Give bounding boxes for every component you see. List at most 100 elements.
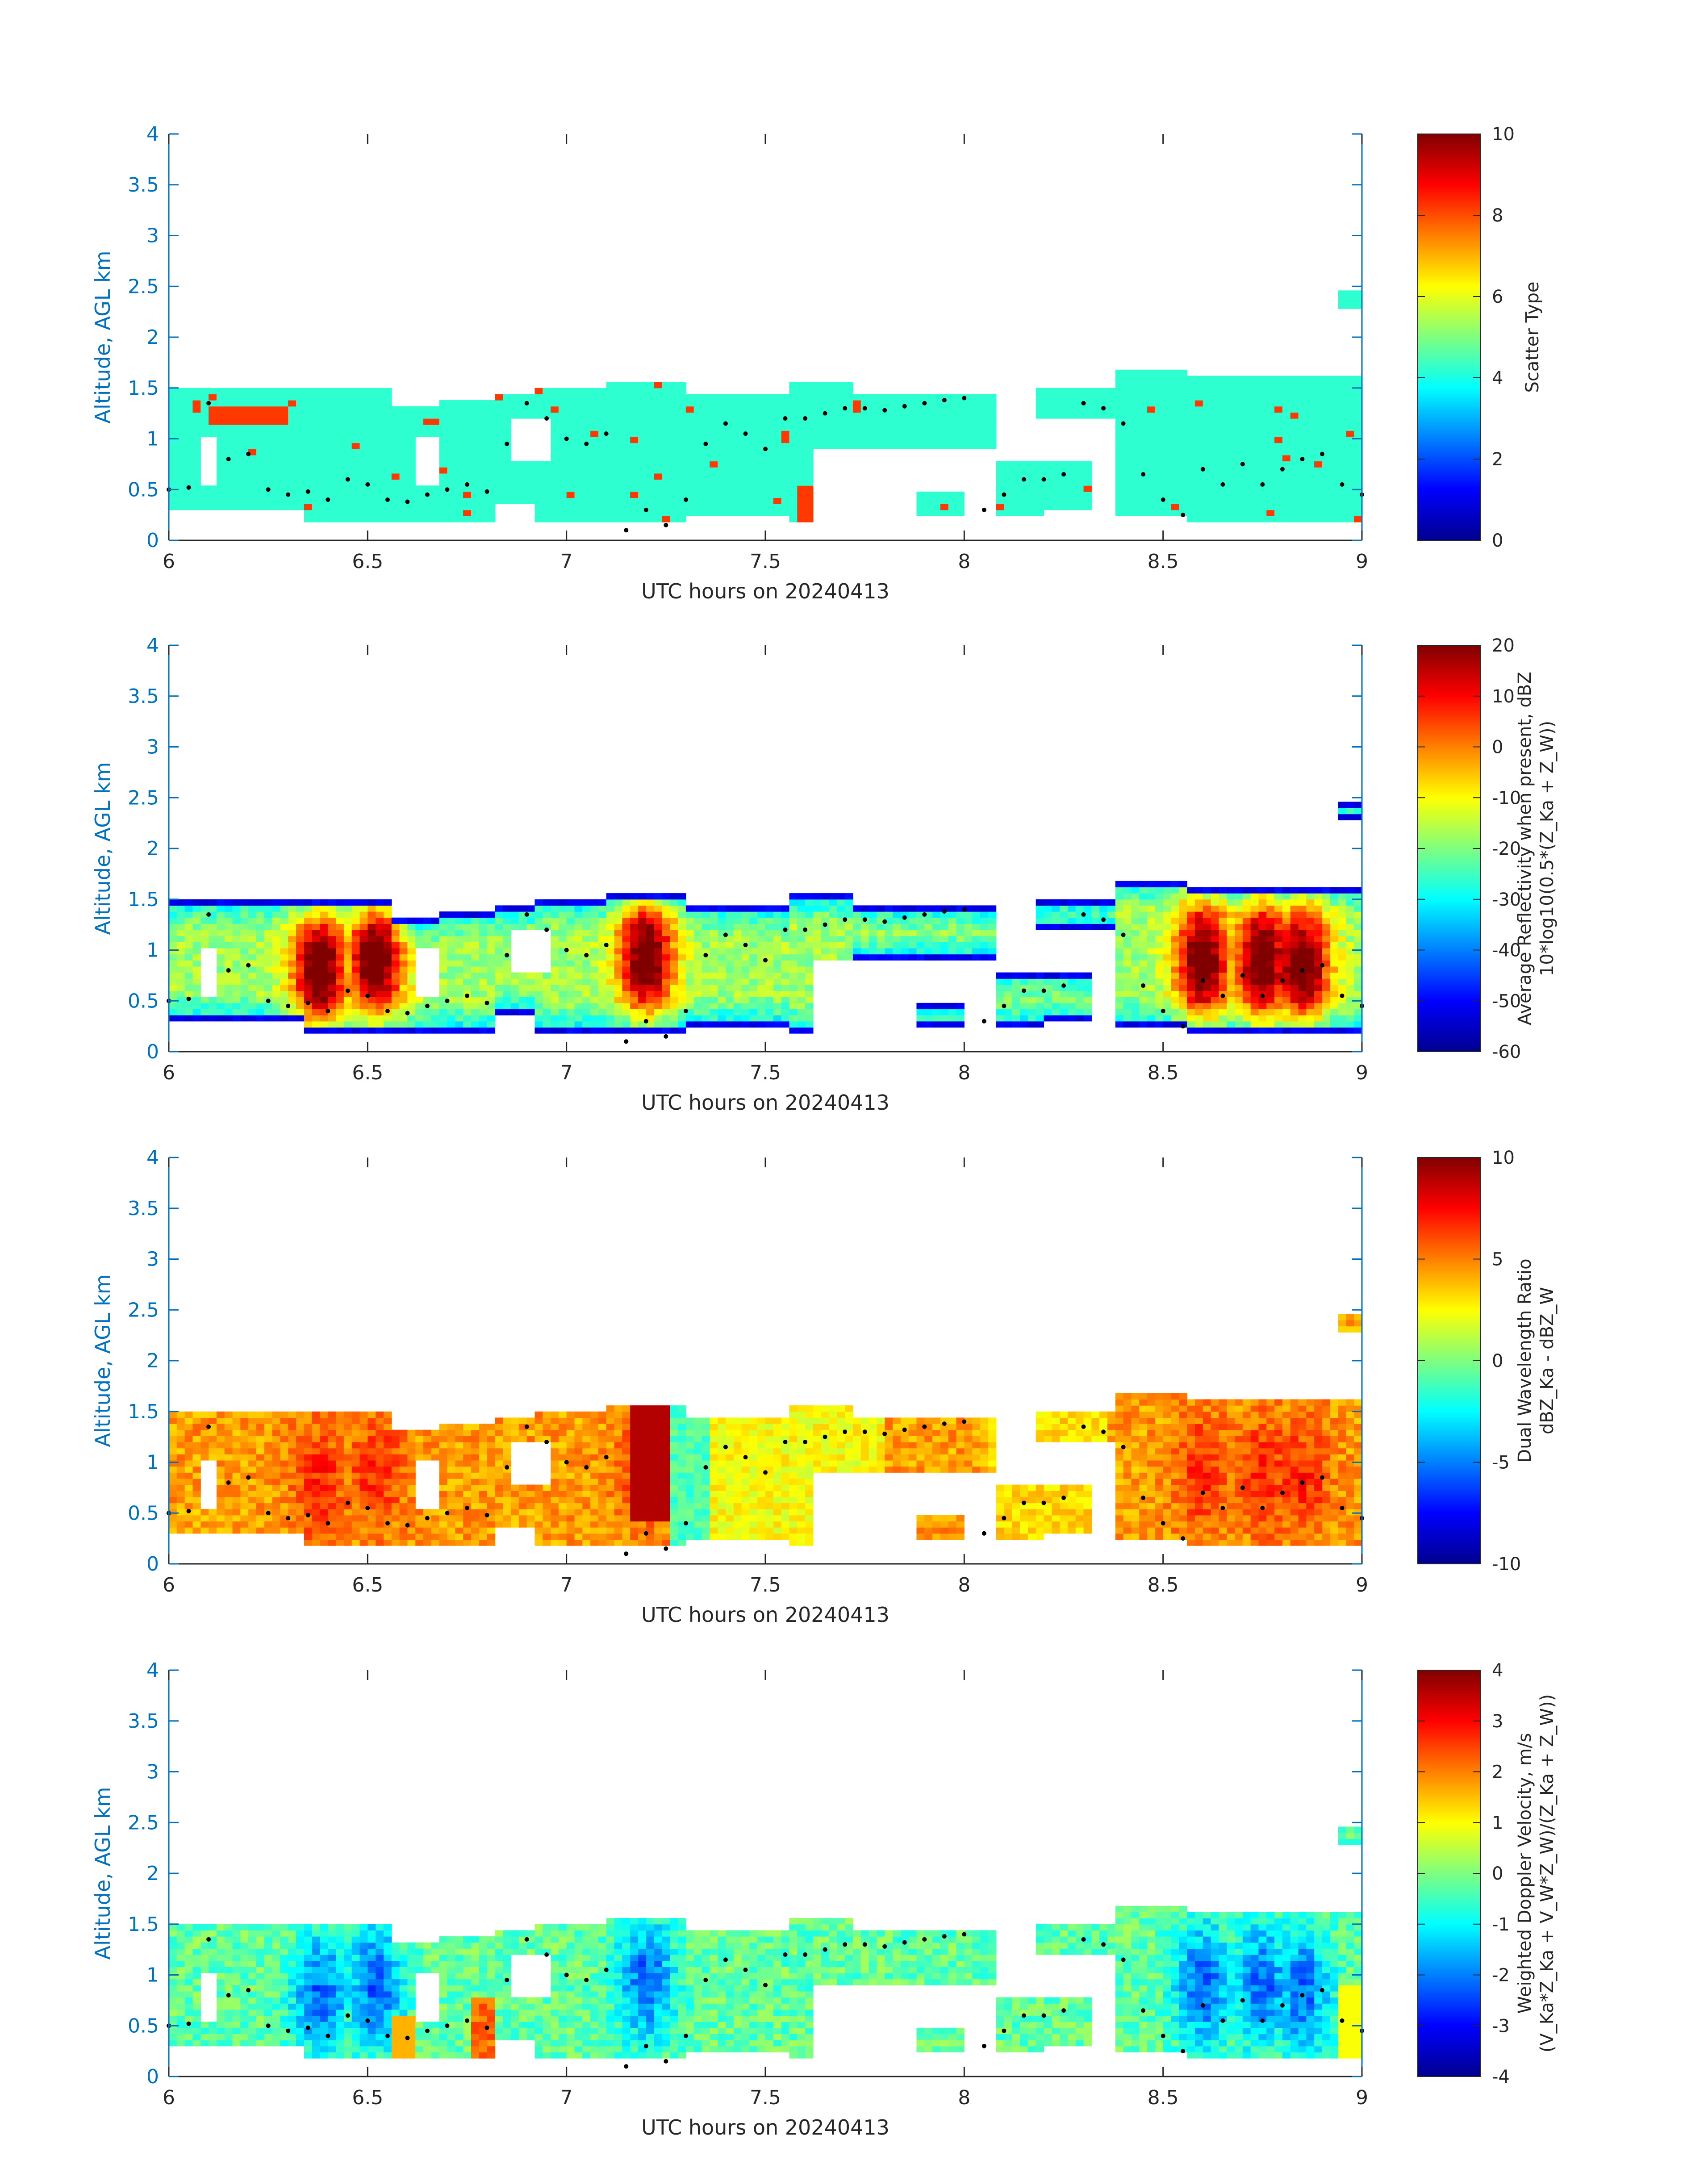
heatmap-cell-1052 [606,497,615,504]
heatmap-cell-1427 [741,461,750,468]
heatmap-cell-760 [479,491,488,498]
heatmap-cell-723 [463,473,472,480]
x-tick-label-6: 9 [1356,550,1368,573]
heatmap-cell-1613 [813,923,822,930]
heatmap-cell-1859 [1004,1015,1012,1022]
heatmap-cell-978 [574,923,583,930]
heatmap-cell-2600 [1306,376,1315,382]
heatmap-cell-1569 [797,984,806,991]
heatmap-cell-1270 [678,942,686,949]
heatmap-cell-1863 [1004,479,1012,486]
heatmap-cell-332 [304,467,313,474]
heatmap-cell-2554 [1298,510,1307,516]
heatmap-cell-2367 [1234,479,1243,486]
heatmap-cell-1474 [757,930,766,936]
heatmap-cell-2432 [1250,376,1259,382]
heatmap-cell-1997 [1107,917,1116,924]
heatmap-cell-1508 [773,966,782,973]
heatmap-cell-961 [574,1027,583,1034]
heatmap-cell-685 [447,972,455,979]
heatmap-cell-958 [566,911,575,918]
heatmap-cell-60 [192,504,201,510]
heatmap-cell-2458 [1266,510,1275,516]
heatmap-cell-1564 [797,1015,806,1022]
heatmap-cell-202 [248,394,257,401]
heatmap-cell-2646 [1322,388,1331,394]
heatmap-cell-494 [359,418,368,425]
heatmap-cell-927 [558,966,567,973]
heatmap-cell-1588 [805,1009,814,1015]
heatmap-cell-1308 [693,966,702,973]
heatmap-cell-2013 [1115,948,1124,955]
heatmap-cell-2663 [1330,430,1339,437]
heatmap-cell-1597 [805,443,814,449]
heatmap-cell-516 [367,418,376,425]
heatmap-cell-1000 [582,412,591,419]
heatmap-cell-157 [232,424,241,431]
heatmap-cell-2308 [1211,400,1219,407]
heatmap-cell-6 [169,978,177,985]
heatmap-cell-63 [192,997,201,1003]
heatmap-cell-2667 [1330,406,1339,413]
heatmap-cell-533 [376,960,384,967]
heatmap-cell-413 [336,1021,344,1028]
heatmap-cell-1652 [845,954,853,961]
heatmap-cell-605 [407,510,416,516]
heatmap-cell-1428 [741,966,750,973]
heatmap-cell-187 [248,997,257,1003]
heatmap-cell-1835 [980,930,989,936]
trace-dot-30 [763,447,768,451]
heatmap-cell-0 [169,1015,177,1022]
heatmap-cell-1061 [606,443,615,449]
heatmap-cell-1031 [598,1003,607,1010]
heatmap-cell-75 [192,412,201,419]
heatmap-cell-472 [351,930,360,936]
heatmap-cell-2517 [1282,443,1291,449]
heatmap-cell-2086 [1139,430,1148,437]
heatmap-cell-2256 [1194,424,1203,431]
heatmap-cell-61 [192,497,201,504]
heatmap-cell-563 [383,400,392,407]
heatmap-cell-78 [192,394,201,401]
heatmap-cell-1762 [932,504,941,510]
heatmap-cell-129 [224,984,233,991]
heatmap-cell-1925 [1052,479,1060,486]
heatmap-cell-444 [343,966,352,973]
heatmap-cell-2433 [1258,516,1267,522]
heatmap-cell-2105 [1147,461,1156,468]
heatmap-cell-60 [192,1015,201,1022]
heatmap-cell-817 [503,479,511,486]
heatmap-cell-2279 [1203,430,1211,437]
heatmap-cell-1247 [670,942,678,949]
heatmap-cell-1895 [1036,504,1044,510]
heatmap-cell-1707 [885,905,893,912]
heatmap-cell-907 [551,443,559,449]
trace-dot-27 [703,441,708,446]
heatmap-cell-1853 [996,997,1004,1003]
heatmap-cell-807 [495,942,503,949]
trace-dot-3 [226,457,231,461]
heatmap-cell-838 [510,972,519,979]
heatmap-cell-402 [328,443,336,449]
heatmap-cell-1599 [805,942,814,949]
heatmap-cell-2113 [1147,412,1156,419]
heatmap-cell-2068 [1131,394,1140,401]
heatmap-cell-1054 [606,997,615,1003]
heatmap-cell-630 [415,936,424,942]
heatmap-cell-1752 [924,443,933,449]
heatmap-cell-1045 [598,917,607,924]
heatmap-cell-1736 [916,1015,925,1022]
heatmap-cell-2586 [1306,461,1315,468]
heatmap-cell-1838 [980,911,989,918]
heatmap-cell-2457 [1266,516,1275,522]
heatmap-cell-263 [272,388,280,394]
heatmap-cell-1817 [964,418,973,425]
heatmap-cell-520 [367,394,376,401]
heatmap-cell-2290 [1211,510,1219,516]
heatmap-cell-1570 [797,467,806,474]
heatmap-cell-118 [216,418,225,425]
heatmap-cell-201 [248,911,257,918]
heatmap-cell-2409 [1250,516,1259,522]
heatmap-cell-1625 [821,917,830,924]
heatmap-cell-2275 [1203,455,1211,462]
